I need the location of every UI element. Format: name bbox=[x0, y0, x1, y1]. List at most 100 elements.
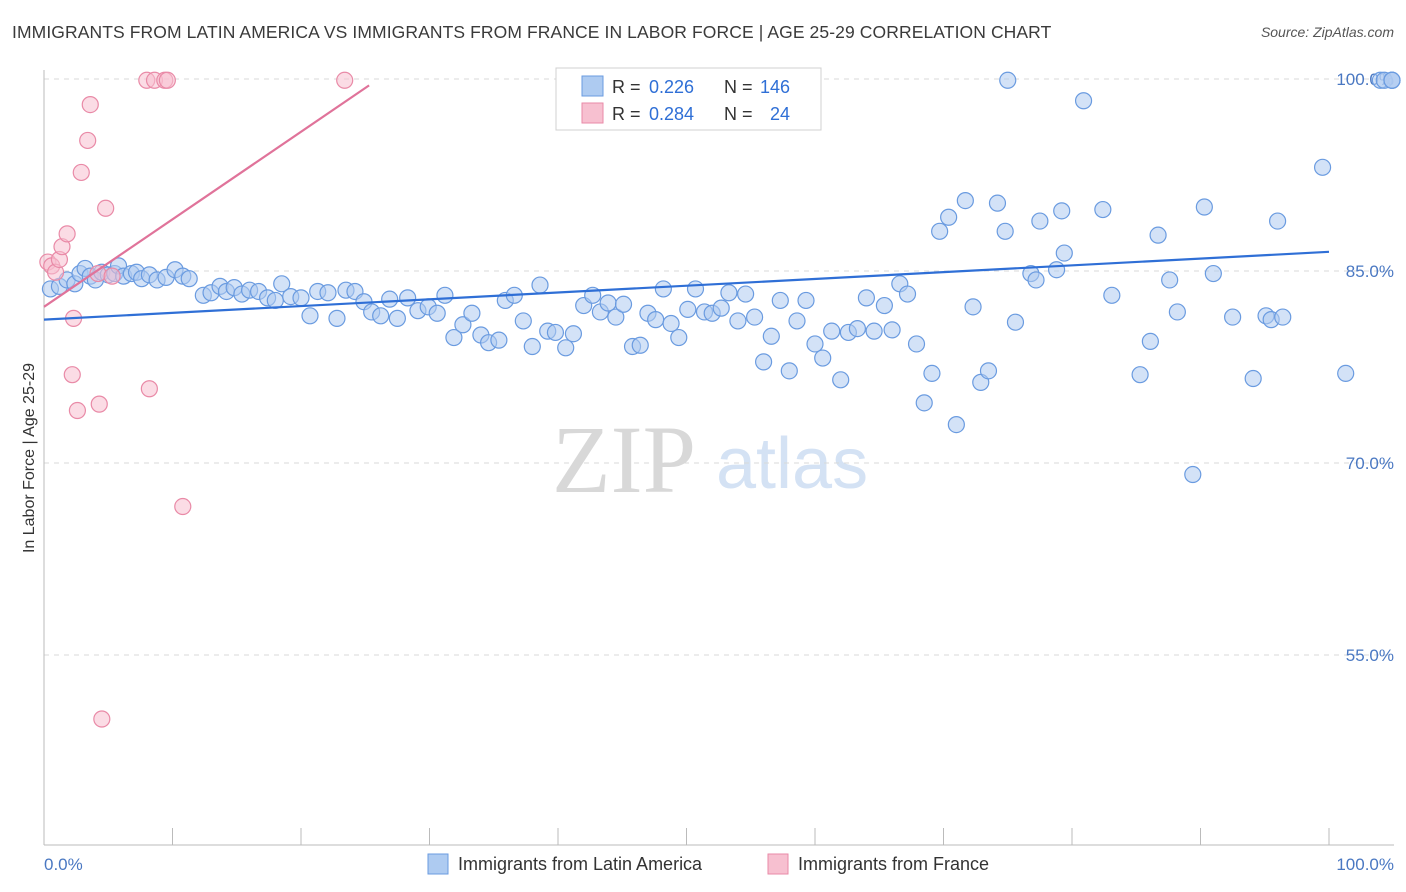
latin-america-point bbox=[564, 325, 583, 343]
latin-america-point bbox=[848, 320, 867, 338]
latin-america-point bbox=[654, 280, 672, 298]
latin-america-point bbox=[531, 276, 549, 294]
latin-america-point bbox=[1274, 308, 1292, 326]
y-tick-label-55: 55.0% bbox=[1346, 646, 1394, 665]
france-point bbox=[79, 131, 97, 150]
legend-r-value-2: 0.284 bbox=[649, 104, 694, 124]
latin-america-point bbox=[1195, 198, 1213, 216]
latin-america-point bbox=[514, 312, 532, 330]
y-axis-label: In Labor Force | Age 25-29 bbox=[21, 363, 38, 553]
x-tick-label-min: 0.0% bbox=[44, 855, 83, 874]
latin-america-point bbox=[956, 192, 974, 210]
legend: R = 0.226 N = 146 R = 0.284 N = 24 bbox=[555, 67, 822, 131]
latin-america-point bbox=[940, 208, 958, 226]
latin-america-point bbox=[273, 275, 291, 293]
latin-america-point bbox=[1313, 158, 1332, 176]
france-point bbox=[63, 366, 81, 384]
legend-swatch-pink bbox=[581, 102, 604, 124]
france-point bbox=[158, 71, 176, 89]
latin-america-point bbox=[1149, 226, 1167, 244]
legend-n-value-2: 24 bbox=[770, 104, 790, 124]
latin-america-point bbox=[806, 335, 824, 353]
latin-america-point bbox=[1094, 200, 1112, 219]
latin-america-point bbox=[454, 316, 472, 334]
france-point bbox=[58, 225, 76, 243]
trend-line-latin-america bbox=[43, 250, 1330, 321]
france-point bbox=[103, 267, 121, 285]
latin-america-point bbox=[712, 299, 730, 317]
latin-america-point bbox=[883, 321, 901, 339]
latin-america-point bbox=[372, 307, 390, 325]
france-point bbox=[81, 95, 99, 114]
latin-america-point bbox=[737, 285, 755, 303]
latin-america-point bbox=[1337, 364, 1355, 382]
latin-america-point bbox=[662, 314, 680, 333]
latin-america-point bbox=[319, 284, 337, 302]
latin-america-point bbox=[1141, 332, 1159, 350]
latin-america-point bbox=[557, 339, 575, 357]
latin-america-point bbox=[865, 322, 883, 340]
latin-america-point bbox=[720, 284, 738, 302]
latin-america-point bbox=[445, 328, 463, 347]
latin-america-point bbox=[1103, 286, 1121, 304]
x-tick-label-max: 100.0% bbox=[1336, 855, 1394, 874]
latin-america-point bbox=[832, 371, 850, 389]
gridlines bbox=[44, 78, 1394, 656]
latin-america-point bbox=[546, 323, 565, 342]
latin-america-point bbox=[1268, 212, 1287, 230]
latin-america-point bbox=[797, 291, 815, 310]
latin-america-point bbox=[857, 289, 876, 307]
series-france bbox=[39, 71, 354, 728]
chart-title: IMMIGRANTS FROM LATIN AMERICA VS IMMIGRA… bbox=[12, 22, 1052, 42]
y-tick-label-85: 85.0% bbox=[1346, 262, 1394, 281]
bottom-legend-label-france: Immigrants from France bbox=[798, 854, 989, 874]
latin-america-point bbox=[1184, 465, 1202, 484]
watermark-atlas: atlas bbox=[716, 424, 868, 504]
latin-america-point bbox=[381, 290, 399, 308]
latin-america-point bbox=[771, 291, 789, 310]
latin-america-point bbox=[907, 335, 926, 353]
trend-line-france bbox=[43, 84, 370, 308]
bottom-legend: Immigrants from Latin America Immigrants… bbox=[427, 853, 989, 875]
legend-r-label-1: R = bbox=[612, 77, 641, 97]
legend-swatch-blue bbox=[581, 75, 604, 97]
latin-america-point bbox=[1047, 261, 1066, 279]
latin-america-point bbox=[523, 337, 541, 356]
source-label: Source: ZipAtlas.com bbox=[1260, 24, 1394, 40]
latin-america-point bbox=[1383, 71, 1401, 89]
legend-n-value-1: 146 bbox=[760, 77, 790, 97]
latin-america-point bbox=[599, 294, 617, 312]
latin-america-point bbox=[301, 307, 319, 325]
france-point bbox=[90, 395, 108, 413]
y-tick-label-70: 70.0% bbox=[1346, 454, 1394, 473]
latin-america-point bbox=[898, 285, 917, 303]
latin-america-point bbox=[875, 296, 893, 315]
latin-america-point bbox=[754, 353, 773, 371]
latin-america-point bbox=[931, 222, 949, 240]
x-axis-ticks bbox=[43, 828, 1330, 845]
latin-america-point bbox=[1244, 369, 1262, 388]
latin-america-point bbox=[979, 362, 998, 380]
latin-america-point bbox=[1131, 366, 1149, 384]
latin-america-point bbox=[490, 331, 508, 349]
france-point bbox=[336, 71, 354, 89]
france-point bbox=[68, 401, 87, 420]
latin-america-point bbox=[1027, 271, 1045, 289]
latin-america-point bbox=[428, 304, 446, 322]
latin-america-point bbox=[436, 286, 454, 304]
latin-america-point bbox=[679, 300, 697, 318]
latin-america-point bbox=[1224, 308, 1242, 326]
legend-n-label-2: N = bbox=[724, 104, 753, 124]
legend-r-value-1: 0.226 bbox=[649, 77, 694, 97]
latin-america-point bbox=[996, 222, 1014, 240]
latin-america-point bbox=[1074, 92, 1093, 110]
latin-america-point bbox=[1006, 313, 1025, 331]
latin-america-point bbox=[729, 312, 747, 330]
latin-america-point bbox=[746, 308, 764, 326]
latin-america-point bbox=[180, 270, 198, 288]
latin-america-point bbox=[947, 416, 965, 434]
latin-america-point bbox=[814, 349, 832, 367]
latin-america-point bbox=[762, 327, 780, 345]
france-point bbox=[72, 163, 90, 182]
